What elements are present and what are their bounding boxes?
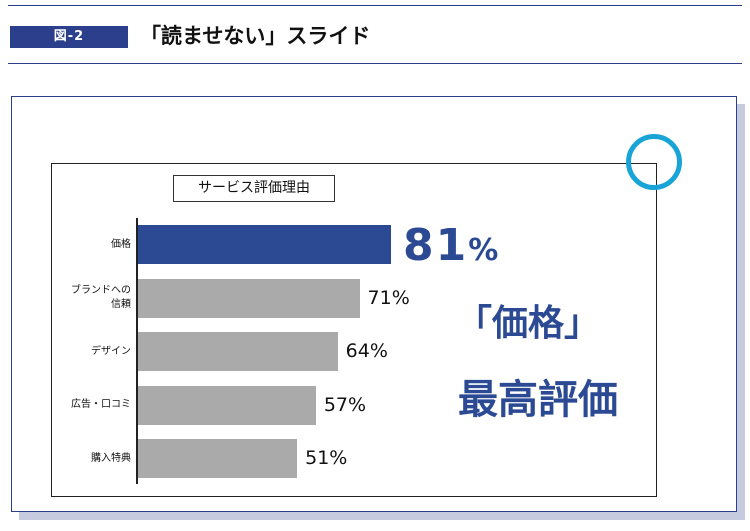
category-label-line: 広告・口コミ	[71, 399, 131, 410]
callout-line-1: 「価格」	[456, 303, 601, 344]
highlight-value-number: 81	[403, 220, 469, 271]
category-label-4: 購入特典	[47, 452, 131, 466]
category-label-line: 信頼	[111, 299, 131, 310]
category-label-3: 広告・口コミ	[47, 398, 131, 412]
category-label-line: デザイン	[91, 345, 131, 357]
figure-label: 図-2	[10, 26, 128, 48]
bar-2	[138, 332, 338, 371]
category-label-line: 購入特典	[91, 452, 131, 464]
value-label-2: 64%	[345, 340, 388, 362]
bar-4	[138, 439, 298, 478]
category-label-1: ブランドへの信頼	[47, 284, 131, 312]
category-label-2: デザイン	[47, 345, 131, 359]
y-axis-line	[136, 218, 138, 484]
callout-line-2: 最高評価	[458, 377, 618, 423]
bar-3	[138, 385, 316, 425]
category-label-line: 価格	[111, 238, 131, 250]
chart-title: サービス評価理由	[173, 175, 335, 202]
header-rule	[8, 63, 742, 64]
bar-1	[138, 278, 360, 318]
value-label-1: 71%	[367, 286, 410, 309]
category-label-0: 価格	[47, 238, 131, 252]
value-label-4: 51%	[305, 447, 348, 469]
highlight-value: 81%	[403, 220, 500, 271]
top-rule	[8, 5, 742, 6]
highlight-circle-icon	[626, 134, 682, 190]
value-label-3: 57%	[323, 393, 367, 416]
bar-0	[138, 225, 391, 264]
figure-title: 「読ませない」スライド	[140, 24, 371, 48]
highlight-value-unit: %	[468, 233, 501, 268]
category-label-line: ブランドへの	[71, 285, 131, 296]
